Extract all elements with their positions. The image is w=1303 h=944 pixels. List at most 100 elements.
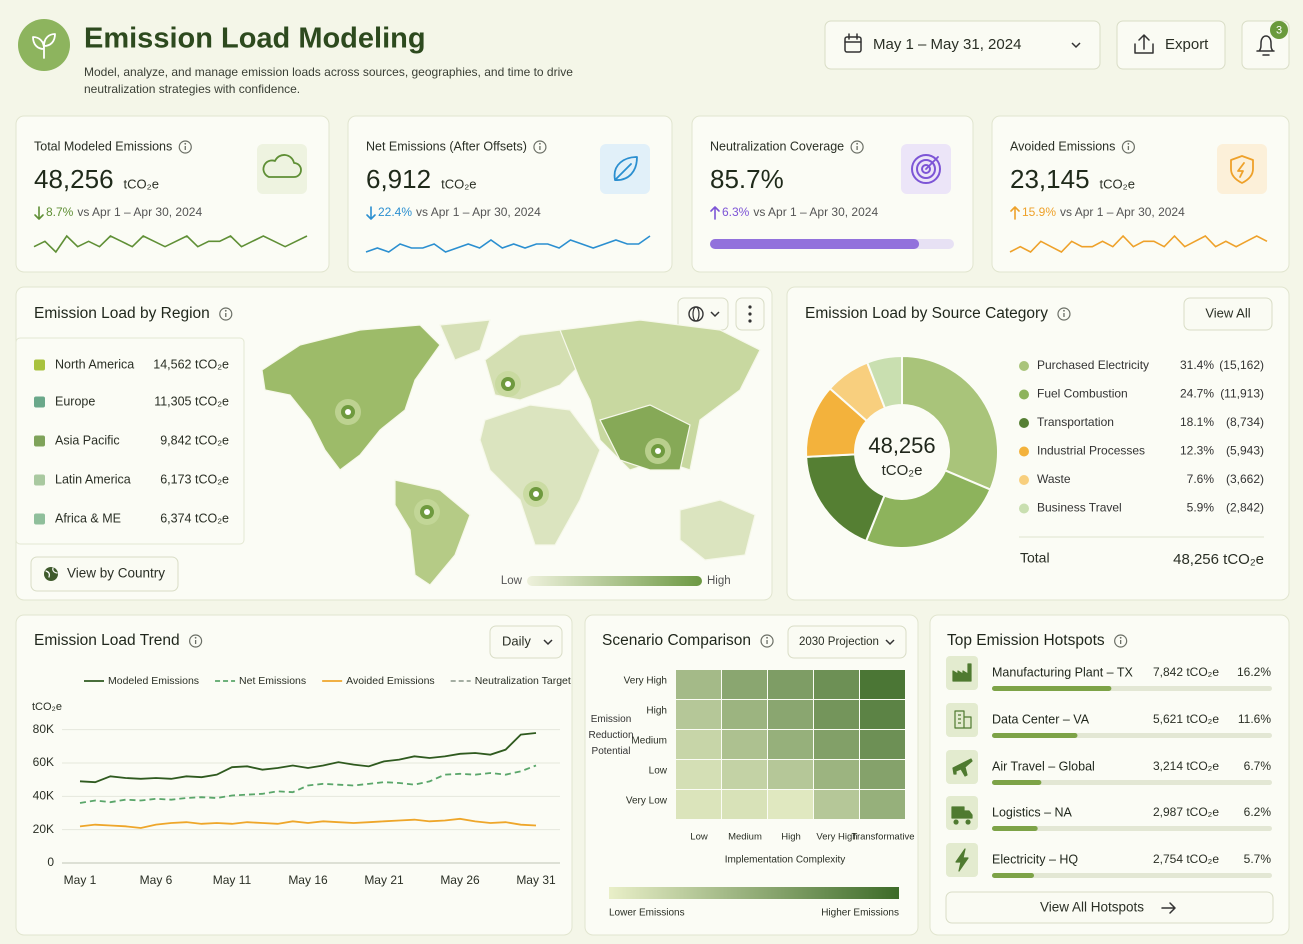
- y-tick-label: 20K: [33, 822, 54, 836]
- globe-icon[interactable]: [44, 567, 58, 581]
- series-line: [79, 764, 537, 804]
- button[interactable]: View by Country: [30, 556, 179, 592]
- region-value: 6,173 tCO₂e: [160, 472, 229, 486]
- button[interactable]: May 1 – May 31, 2024: [824, 20, 1101, 70]
- info-dot[interactable]: [224, 309, 227, 312]
- legend-swatch: [34, 513, 45, 525]
- button-label[interactable]: View All Hotspots: [1040, 900, 1144, 915]
- info-ring[interactable]: [760, 634, 774, 648]
- hotspot-share: 11.6%: [1238, 712, 1271, 726]
- kpi-change: 8.7%: [46, 205, 74, 219]
- button-frame[interactable]: [945, 891, 1274, 924]
- hotspot-icon: [952, 758, 973, 777]
- heat-cell: [768, 760, 813, 789]
- kpi-value: 85.7%: [710, 164, 784, 194]
- kpi-icon-box: [257, 144, 307, 194]
- card: [347, 115, 673, 273]
- button-frame[interactable]: [30, 556, 179, 592]
- info-icon[interactable]: [533, 140, 547, 154]
- heat-cell: [676, 760, 721, 789]
- more-dot[interactable]: [748, 305, 752, 309]
- notification-count[interactable]: 3: [1276, 24, 1282, 36]
- button-frame[interactable]: [1116, 20, 1226, 70]
- info-dot[interactable]: [1119, 636, 1122, 639]
- button-frame[interactable]: [489, 625, 563, 659]
- button[interactable]: View All: [1183, 297, 1273, 331]
- info-dot[interactable]: [194, 636, 197, 639]
- share-label: 24.7%: [1180, 387, 1214, 401]
- button-frame[interactable]: [787, 625, 907, 659]
- info-ring[interactable]: [1114, 634, 1128, 648]
- chevron[interactable]: [710, 311, 720, 318]
- hotspot-share: 6.7%: [1244, 759, 1272, 773]
- button-frame[interactable]: [824, 20, 1101, 70]
- info-icon[interactable]: [1114, 634, 1128, 648]
- chevron[interactable]: [543, 639, 553, 646]
- info-ring[interactable]: [850, 140, 864, 154]
- region-value: 11,305 tCO₂e: [154, 394, 229, 408]
- button-label[interactable]: View by Country: [67, 566, 165, 581]
- info-icon[interactable]: [850, 140, 864, 154]
- info-ring[interactable]: [189, 634, 203, 648]
- info-icon[interactable]: [760, 634, 774, 648]
- hotspot-name: Data Center – VA: [992, 712, 1090, 726]
- info-icon[interactable]: [1121, 140, 1135, 154]
- heat-cell: [814, 670, 859, 699]
- info-dot[interactable]: [1127, 142, 1130, 145]
- scale-low: Low: [501, 575, 523, 587]
- button[interactable]: Daily: [489, 625, 563, 659]
- button[interactable]: 2030 Projection: [787, 625, 907, 659]
- info-icon[interactable]: [178, 140, 192, 154]
- info-ring[interactable]: [1121, 140, 1135, 154]
- info-dot[interactable]: [766, 636, 768, 639]
- info-icon[interactable]: [189, 634, 203, 648]
- info-ring[interactable]: [1057, 307, 1071, 321]
- more-dot[interactable]: [748, 312, 752, 316]
- y-tick-label: 40K: [33, 789, 54, 803]
- legend-label: Modeled Emissions: [108, 675, 199, 687]
- info-icon[interactable]: [219, 307, 233, 321]
- info-icon[interactable]: [1057, 307, 1071, 321]
- card-title: Emission Load Trend: [34, 632, 180, 649]
- y-tick-label: 80K: [33, 722, 54, 736]
- info-ring[interactable]: [219, 307, 233, 321]
- button[interactable]: 3: [1241, 20, 1290, 70]
- donut-center-value: 48,256: [868, 433, 935, 458]
- hotspot-track: [992, 826, 1272, 831]
- kpi-icon-ring: [916, 159, 936, 179]
- legend-label: Industrial Processes: [1037, 444, 1145, 458]
- export-label[interactable]: Export: [1165, 36, 1209, 53]
- globe-icon-meridian[interactable]: [692, 306, 700, 322]
- heat-cell: [768, 700, 813, 729]
- chevron[interactable]: [885, 639, 895, 646]
- change-arrow: [366, 206, 376, 220]
- button-frame[interactable]: [1183, 297, 1273, 331]
- hotspot-name: Electricity – HQ: [992, 852, 1078, 866]
- button[interactable]: Export: [1116, 20, 1226, 70]
- info-dot[interactable]: [1063, 309, 1065, 312]
- date-range[interactable]: May 1 – May 31, 2024: [873, 36, 1021, 53]
- hotspot-track: [992, 873, 1272, 878]
- button[interactable]: View All Hotspots: [945, 891, 1274, 924]
- notification-badge[interactable]: [1270, 21, 1288, 39]
- legend-label: Transportation: [1037, 415, 1114, 429]
- more-dot[interactable]: [748, 319, 752, 323]
- info-ring[interactable]: [533, 140, 547, 154]
- calendar-icon[interactable]: [844, 36, 862, 53]
- info-dot[interactable]: [856, 142, 859, 145]
- y-tick-label: Very Low: [626, 796, 668, 807]
- button[interactable]: [735, 297, 765, 331]
- share-label: 12.3%: [1180, 444, 1214, 458]
- dropdown-label[interactable]: 2030 Projection: [799, 636, 879, 648]
- subtitle: Model, analyze, and manage emission load…: [84, 65, 573, 96]
- info-ring[interactable]: [178, 140, 192, 154]
- x-tick-label: Very High: [816, 832, 857, 843]
- button-label[interactable]: View All: [1205, 305, 1250, 320]
- x-tick-label: May 1: [64, 873, 97, 887]
- chevron[interactable]: [1071, 42, 1081, 49]
- info-dot[interactable]: [184, 142, 187, 145]
- info-dot[interactable]: [539, 142, 541, 145]
- dropdown-label[interactable]: Daily: [502, 633, 531, 648]
- legend-swatch: [34, 396, 45, 408]
